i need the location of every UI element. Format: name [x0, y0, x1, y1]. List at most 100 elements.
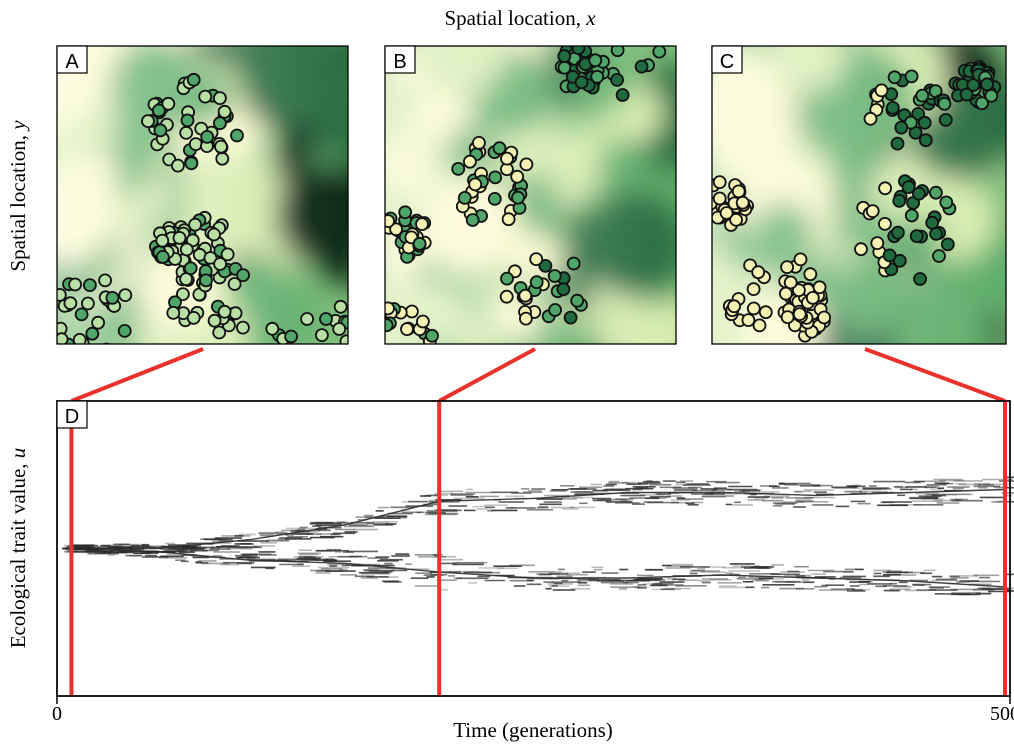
individual-dot [172, 230, 187, 245]
panel-label-b: B [393, 51, 406, 73]
individual-dot [729, 212, 743, 227]
individual-dot [170, 158, 185, 173]
individual-dot [184, 156, 199, 171]
top-xlabel-text: Spatial location, [444, 6, 586, 30]
individual-dot [398, 205, 413, 220]
individual-dot [332, 322, 347, 336]
individual-dot [186, 310, 201, 325]
trait-panel-border [56, 400, 1011, 697]
panel-label-a: A [65, 51, 79, 73]
individual-dot [57, 332, 69, 344]
individual-dot [538, 258, 553, 273]
individual-dot [627, 24, 639, 36]
individual-dot [155, 249, 170, 264]
panel-label-c: C [720, 51, 734, 73]
individual-dot [615, 4, 627, 16]
individual-dot [407, 356, 419, 368]
individual-dot [634, 59, 649, 74]
snapshot-connector-3 [864, 347, 1006, 403]
individual-dot [894, 120, 909, 135]
individual-dot [783, 275, 798, 290]
individual-dot [913, 272, 927, 286]
snapshot-lines [69, 401, 1007, 696]
top-xlabel: Spatial location, x [444, 6, 596, 30]
individual-dot [402, 362, 414, 374]
individual-dot [76, 357, 88, 369]
individual-dot [82, 345, 94, 357]
spatial-panels: A B C [56, 4, 1007, 390]
individual-dot [275, 369, 287, 381]
individual-dot [925, 215, 940, 230]
individual-dot [519, 311, 533, 326]
individual-dot [901, 180, 916, 195]
individual-dot [99, 350, 111, 362]
individual-dot [874, 83, 889, 98]
individual-dot [610, 46, 625, 58]
individual-dot [378, 370, 390, 382]
individual-dot [917, 115, 932, 130]
individual-dot [610, 4, 622, 16]
individual-dot [155, 233, 170, 248]
individual-dot [236, 268, 251, 283]
individual-dot [175, 287, 190, 302]
individual-dot [212, 325, 227, 340]
individual-dot [76, 363, 88, 375]
individual-dot [425, 328, 439, 343]
individual-dot [63, 296, 78, 311]
individual-dot [938, 113, 953, 127]
individual-dot [68, 277, 82, 292]
individual-dot [339, 334, 348, 344]
spatial-panel-c: C [711, 45, 1007, 345]
individual-dot [102, 342, 111, 344]
individual-dot [890, 136, 905, 151]
individual-dot [610, 73, 624, 87]
individual-dot [179, 242, 194, 257]
individual-dot [374, 370, 386, 382]
individual-dot [529, 252, 544, 267]
trait-branch-core [62, 488, 1006, 550]
individual-dot [319, 312, 333, 326]
individual-dot [616, 13, 628, 25]
individual-dot [712, 202, 714, 213]
individual-dot [200, 129, 215, 144]
individual-dot [488, 170, 503, 185]
individual-dot [284, 329, 299, 344]
y-axis-label-var: u [6, 448, 30, 459]
trait-branch-core [61, 547, 1006, 588]
individual-dot [510, 169, 525, 184]
panel-label-box [711, 45, 743, 74]
individual-dot [385, 318, 394, 333]
individual-dot [620, 5, 632, 17]
individual-dot [904, 69, 919, 84]
individual-dot [878, 181, 892, 196]
individual-dot [268, 357, 280, 369]
individual-dot [465, 213, 480, 227]
individual-dot [500, 271, 514, 286]
individual-dot [779, 286, 793, 301]
individual-dot [462, 154, 477, 169]
individual-dot [118, 288, 133, 303]
individual-dot [300, 312, 315, 326]
individual-dot [918, 133, 933, 148]
panel-label-box [56, 45, 88, 74]
individual-dot [602, 9, 614, 21]
individual-dot [354, 347, 366, 359]
individual-dot [492, 141, 507, 156]
individual-dot [287, 378, 299, 390]
individual-dot [230, 128, 244, 143]
individual-dot [227, 277, 242, 291]
individual-dot [81, 296, 95, 311]
individual-dot [652, 46, 667, 59]
individual-dot [780, 310, 795, 325]
individual-dot [891, 225, 905, 240]
individual-dot [366, 332, 378, 344]
individual-dot [959, 87, 974, 102]
top-ylabel: Spatial location, y [6, 120, 30, 272]
individual-dot [939, 195, 954, 210]
individual-dot [590, 69, 605, 84]
individual-dot [117, 323, 132, 338]
individual-dot [179, 125, 194, 140]
individual-dot [746, 301, 761, 316]
individual-dot [288, 378, 300, 390]
individual-dot [188, 217, 203, 232]
